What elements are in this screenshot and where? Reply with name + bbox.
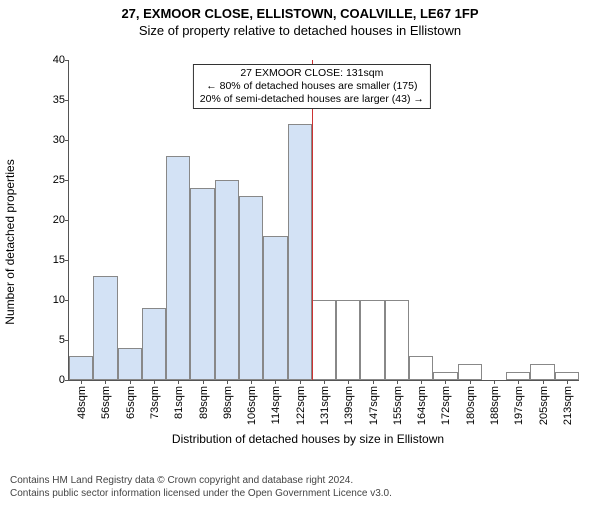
x-tick-mark bbox=[470, 380, 471, 384]
x-tick-mark bbox=[251, 380, 252, 384]
footer-line: Contains public sector information licen… bbox=[10, 488, 392, 501]
y-tick-mark bbox=[65, 100, 69, 101]
x-tick-label: 48sqm bbox=[76, 386, 88, 419]
x-tick-mark bbox=[227, 380, 228, 384]
x-tick-label: 131sqm bbox=[319, 386, 331, 425]
annotation-line: ← 80% of detached houses are smaller (17… bbox=[200, 80, 424, 93]
plot-area: 051015202530354048sqm56sqm65sqm73sqm81sq… bbox=[68, 60, 579, 381]
x-tick-label: 89sqm bbox=[198, 386, 210, 419]
histogram-bar bbox=[118, 348, 142, 380]
x-tick-mark bbox=[543, 380, 544, 384]
x-tick-label: 164sqm bbox=[416, 386, 428, 425]
x-tick-label: 188sqm bbox=[489, 386, 501, 425]
x-tick-mark bbox=[494, 380, 495, 384]
y-tick-mark bbox=[65, 300, 69, 301]
histogram-bar bbox=[190, 188, 214, 380]
histogram-bar bbox=[142, 308, 166, 380]
histogram-bar bbox=[458, 364, 482, 380]
y-tick-mark bbox=[65, 180, 69, 181]
y-tick-label: 30 bbox=[37, 134, 65, 146]
y-tick-label: 40 bbox=[37, 54, 65, 66]
histogram-bar bbox=[385, 300, 409, 380]
histogram-bar bbox=[555, 372, 579, 380]
histogram-bar bbox=[239, 196, 263, 380]
y-tick-label: 5 bbox=[37, 334, 65, 346]
x-tick-mark bbox=[81, 380, 82, 384]
x-tick-mark bbox=[300, 380, 301, 384]
y-tick-mark bbox=[65, 380, 69, 381]
x-tick-mark bbox=[397, 380, 398, 384]
annotation-line: 27 EXMOOR CLOSE: 131sqm bbox=[200, 67, 424, 80]
x-tick-label: 65sqm bbox=[125, 386, 137, 419]
histogram-bar bbox=[433, 372, 457, 380]
histogram-bar bbox=[166, 156, 190, 380]
x-tick-label: 56sqm bbox=[100, 386, 112, 419]
histogram-bar bbox=[312, 300, 336, 380]
x-tick-label: 98sqm bbox=[222, 386, 234, 419]
x-tick-mark bbox=[518, 380, 519, 384]
x-tick-label: 155sqm bbox=[392, 386, 404, 425]
histogram-bar bbox=[409, 356, 433, 380]
x-tick-mark bbox=[178, 380, 179, 384]
y-tick-mark bbox=[65, 220, 69, 221]
histogram-bar bbox=[263, 236, 287, 380]
x-axis-label: Distribution of detached houses by size … bbox=[28, 432, 588, 446]
y-tick-label: 0 bbox=[37, 374, 65, 386]
x-tick-mark bbox=[130, 380, 131, 384]
x-tick-label: 81sqm bbox=[173, 386, 185, 419]
histogram-bar bbox=[530, 364, 554, 380]
y-tick-label: 35 bbox=[37, 94, 65, 106]
x-tick-label: 180sqm bbox=[465, 386, 477, 425]
y-tick-label: 20 bbox=[37, 214, 65, 226]
y-tick-mark bbox=[65, 140, 69, 141]
y-tick-mark bbox=[65, 340, 69, 341]
x-tick-mark bbox=[203, 380, 204, 384]
histogram-bar bbox=[93, 276, 117, 380]
x-tick-mark bbox=[567, 380, 568, 384]
histogram-bar bbox=[506, 372, 530, 380]
annotation-line: 20% of semi-detached houses are larger (… bbox=[200, 93, 424, 106]
y-axis-label: Number of detached properties bbox=[3, 159, 17, 324]
x-tick-mark bbox=[445, 380, 446, 384]
histogram-bar bbox=[336, 300, 360, 380]
y-tick-mark bbox=[65, 60, 69, 61]
histogram-bar bbox=[215, 180, 239, 380]
chart-container: Number of detached properties 0510152025… bbox=[28, 52, 588, 432]
footer-line: Contains HM Land Registry data © Crown c… bbox=[10, 475, 392, 488]
x-tick-label: 114sqm bbox=[270, 386, 282, 424]
x-tick-mark bbox=[373, 380, 374, 384]
x-tick-label: 205sqm bbox=[538, 386, 550, 425]
x-tick-mark bbox=[421, 380, 422, 384]
y-tick-mark bbox=[65, 260, 69, 261]
x-tick-label: 197sqm bbox=[513, 386, 525, 425]
y-tick-label: 25 bbox=[37, 174, 65, 186]
x-tick-mark bbox=[324, 380, 325, 384]
x-tick-label: 213sqm bbox=[562, 386, 574, 425]
x-tick-mark bbox=[154, 380, 155, 384]
x-tick-label: 172sqm bbox=[440, 386, 452, 425]
x-tick-mark bbox=[105, 380, 106, 384]
x-tick-label: 139sqm bbox=[343, 386, 355, 425]
x-tick-label: 147sqm bbox=[368, 386, 380, 425]
x-tick-mark bbox=[348, 380, 349, 384]
footer-attribution: Contains HM Land Registry data © Crown c… bbox=[10, 475, 392, 500]
y-tick-label: 15 bbox=[37, 254, 65, 266]
x-tick-label: 73sqm bbox=[149, 386, 161, 419]
annotation-box: 27 EXMOOR CLOSE: 131sqm← 80% of detached… bbox=[193, 64, 431, 109]
page-title: 27, EXMOOR CLOSE, ELLISTOWN, COALVILLE, … bbox=[0, 6, 600, 21]
histogram-bar bbox=[360, 300, 384, 380]
histogram-bar bbox=[69, 356, 93, 380]
page-subtitle: Size of property relative to detached ho… bbox=[0, 23, 600, 38]
y-tick-label: 10 bbox=[37, 294, 65, 306]
x-tick-mark bbox=[275, 380, 276, 384]
x-tick-label: 122sqm bbox=[295, 386, 307, 425]
histogram-bar bbox=[288, 124, 312, 380]
x-tick-label: 106sqm bbox=[246, 386, 258, 425]
